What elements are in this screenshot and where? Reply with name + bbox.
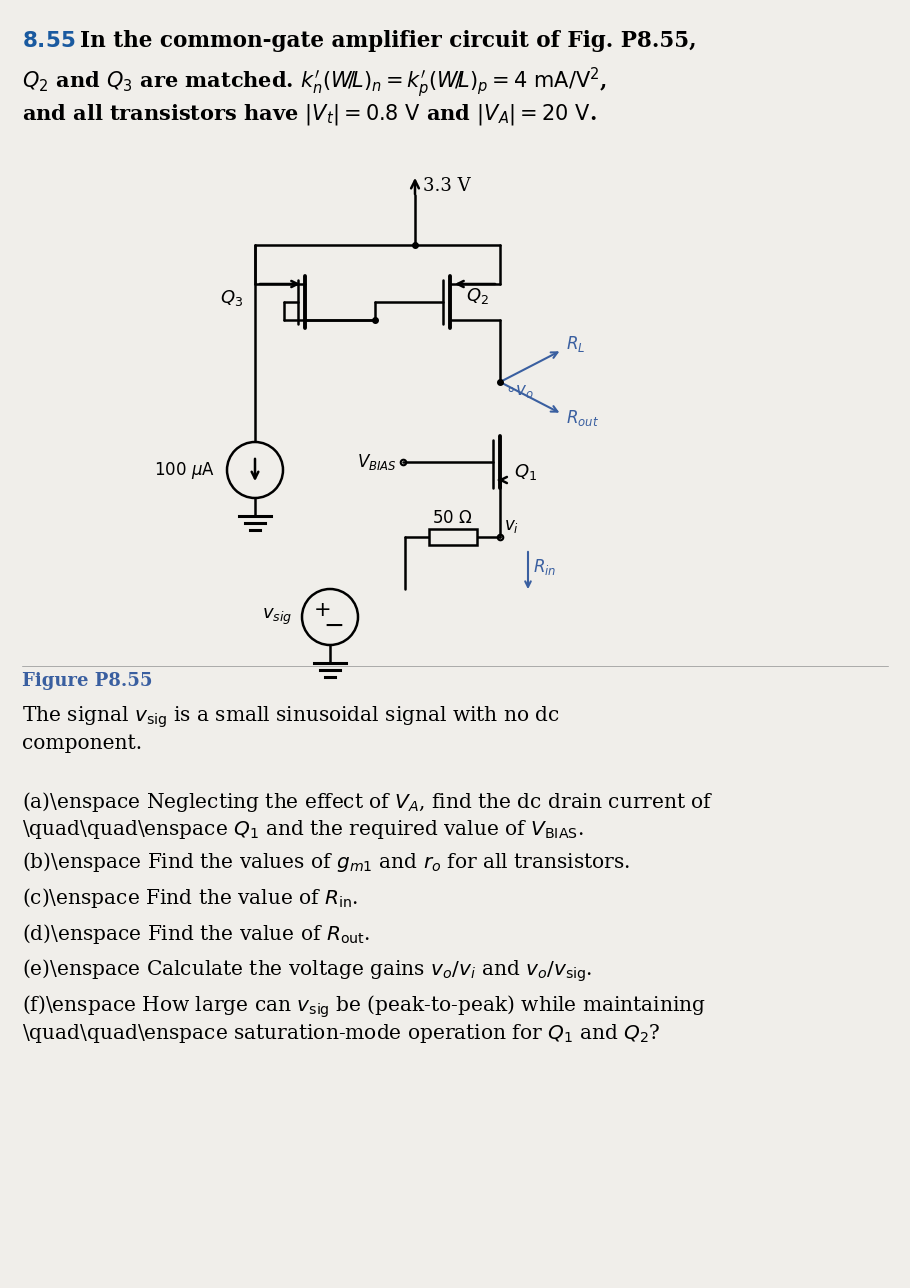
Text: \quad\quad\enspace saturation-mode operation for $Q_1$ and $Q_2$?: \quad\quad\enspace saturation-mode opera… [22,1021,661,1045]
Text: (a)\enspace Neglecting the effect of $V_A$, find the dc drain current of: (a)\enspace Neglecting the effect of $V_… [22,790,713,814]
Text: In the common-gate amplifier circuit of Fig. P8.55,: In the common-gate amplifier circuit of … [80,30,697,52]
Text: $Q_1$: $Q_1$ [514,462,537,482]
Text: $v_{sig}$: $v_{sig}$ [262,607,292,627]
Text: (e)\enspace Calculate the voltage gains $v_o/v_i$ and $v_o/v_{\mathrm{sig}}$.: (e)\enspace Calculate the voltage gains … [22,958,592,984]
Text: (f)\enspace How large can $v_{\mathrm{sig}}$ be (peak-to-peak) while maintaining: (f)\enspace How large can $v_{\mathrm{si… [22,994,706,1020]
Text: (d)\enspace Find the value of $R_{\mathrm{out}}$.: (d)\enspace Find the value of $R_{\mathr… [22,922,370,945]
Text: $Q_2$: $Q_2$ [466,286,489,307]
Text: +: + [314,600,332,620]
Text: $R_{in}$: $R_{in}$ [533,556,556,577]
Text: −: − [323,614,345,638]
Text: (c)\enspace Find the value of $R_{\mathrm{in}}$.: (c)\enspace Find the value of $R_{\mathr… [22,886,359,911]
Text: component.: component. [22,734,142,753]
Text: $R_L$: $R_L$ [566,334,585,354]
Text: The signal $v_{\mathrm{sig}}$ is a small sinusoidal signal with no dc: The signal $v_{\mathrm{sig}}$ is a small… [22,705,560,729]
Circle shape [302,589,358,645]
Text: \quad\quad\enspace $Q_1$ and the required value of $V_{\mathrm{BIAS}}$.: \quad\quad\enspace $Q_1$ and the require… [22,818,583,841]
Text: (b)\enspace Find the values of $g_{m1}$ and $r_o$ for all transistors.: (b)\enspace Find the values of $g_{m1}$ … [22,850,630,875]
Text: $Q_3$: $Q_3$ [220,289,243,308]
Text: $100\ \mu\mathrm{A}$: $100\ \mu\mathrm{A}$ [154,460,215,480]
Text: $v_i$: $v_i$ [504,518,519,535]
Text: $\circ v_o$: $\circ v_o$ [505,383,534,401]
Text: $R_{out}$: $R_{out}$ [566,408,599,428]
Text: $Q_2$ and $Q_3$ are matched. $k_n'(W\!/\!L)_n = k_p'(W\!/\!L)_p = 4\ \mathrm{mA/: $Q_2$ and $Q_3$ are matched. $k_n'(W\!/\… [22,66,607,100]
FancyBboxPatch shape [429,529,477,545]
Text: $\mathbf{8.55}$: $\mathbf{8.55}$ [22,30,76,52]
Text: Figure P8.55: Figure P8.55 [22,672,153,690]
Circle shape [227,442,283,498]
Text: and all transistors have $|V_t| = 0.8\ \mathrm{V}$ and $|V_A| = 20\ \mathrm{V}$.: and all transistors have $|V_t| = 0.8\ \… [22,102,597,128]
Text: $V_{BIAS}$: $V_{BIAS}$ [358,452,397,471]
Text: $50\ \Omega$: $50\ \Omega$ [432,510,473,527]
Text: 3.3 V: 3.3 V [423,176,470,194]
